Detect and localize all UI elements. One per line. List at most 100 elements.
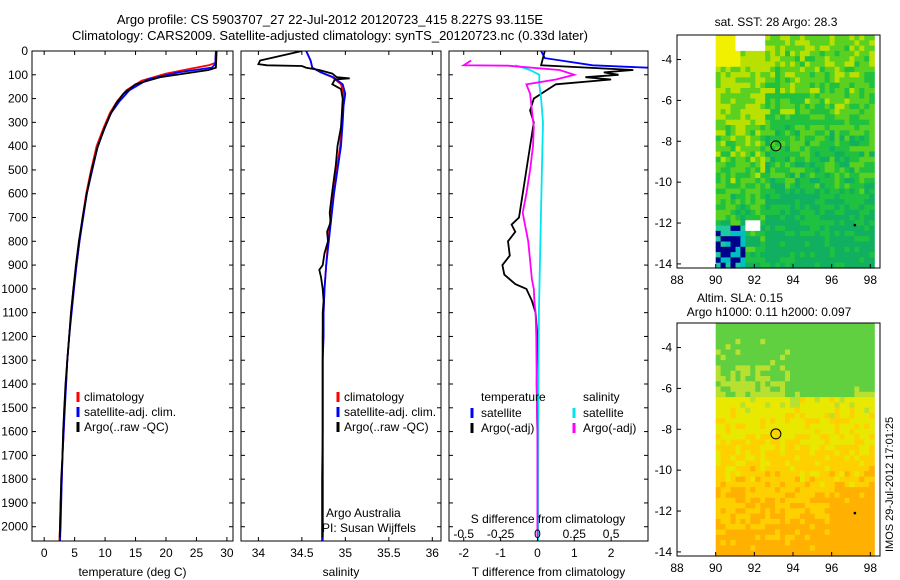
profile-panel-3: -2 -1 0 1 2 T difference from climatology	[448, 50, 649, 579]
y-tick-label: 1500	[1, 401, 28, 415]
map-subtitle: Argo h1000: 0.11 h2000: 0.097	[687, 305, 852, 319]
x-tick-label: 30	[220, 546, 234, 560]
figure-subtitle: Climatology: CARS2009. Satellite-adjuste…	[72, 28, 588, 43]
legend-label: climatology	[84, 390, 144, 404]
series-line-2	[59, 51, 217, 541]
x-tick-label: 36	[426, 546, 440, 560]
legend-header: temperature	[481, 390, 546, 404]
y-tick-label: -4	[661, 53, 672, 67]
secondary-tick-label: 0	[534, 527, 541, 541]
legend-label: Argo(..raw -QC)	[344, 420, 429, 434]
y-tick-label: 1800	[1, 472, 28, 486]
x-tick-label: 0	[534, 546, 541, 560]
y-tick-label: -4	[661, 341, 672, 355]
map-frame	[676, 34, 881, 269]
map-field	[715, 323, 875, 557]
profile-panel-2: 34 34.5 35 35.5 36 salinity	[240, 50, 442, 579]
secondary-tick-label: -0.25	[487, 527, 515, 541]
x-tick-label: 90	[709, 561, 723, 575]
secondary-tick-label: 0.5	[603, 527, 620, 541]
y-tick-label: 1300	[1, 353, 28, 367]
y-tick-label: -14	[655, 257, 673, 271]
legend-label: satellite-adj. clim.	[344, 405, 436, 419]
x-tick-label: 90	[709, 273, 723, 287]
x-axis-label: T difference from climatology	[472, 565, 626, 579]
y-tick-label: 1600	[1, 425, 28, 439]
y-tick-label: 1000	[1, 282, 28, 296]
map-title: sat. SST: 28 Argo: 28.3	[715, 15, 838, 29]
x-tick-label: -2	[458, 546, 469, 560]
plot-frame	[240, 50, 442, 542]
y-tick-label: -12	[655, 216, 673, 230]
y-tick-label: -14	[655, 545, 673, 559]
x-tick-label: 5	[71, 546, 78, 560]
x-tick-label: 94	[786, 273, 800, 287]
series-line-2	[501, 51, 634, 538]
x-tick-label: 0	[41, 546, 48, 560]
x-tick-label: 88	[670, 561, 684, 575]
y-tick-label: 700	[8, 211, 28, 225]
float-position-marker	[770, 140, 782, 152]
y-tick-label: 300	[8, 115, 28, 129]
map-panel-1: 88 90 92 94 96 98 -4 -6 -8 -10 -12 -14	[655, 34, 881, 287]
series-line-4	[460, 59, 578, 538]
secondary-tick-label: -0.5	[453, 527, 474, 541]
x-tick-label: 34.5	[290, 546, 314, 560]
x-tick-label: 96	[825, 273, 839, 287]
point-marker	[853, 223, 857, 227]
x-tick-label: 92	[748, 561, 762, 575]
x-tick-label: 92	[748, 273, 762, 287]
legend-header: salinity	[583, 390, 620, 404]
map-panel-2: 88 90 92 94 96 98 -4 -6 -8 -10 -12 -14	[655, 322, 881, 575]
y-tick-label: -6	[661, 381, 672, 395]
series-line-1	[540, 51, 648, 69]
x-axis-label: salinity	[323, 565, 360, 579]
y-tick-label: 500	[8, 163, 28, 177]
annotation-text: PI: Susan Wijffels	[322, 521, 416, 535]
y-tick-label: 800	[8, 234, 28, 248]
figure-title: Argo profile: CS 5903707_27 22-Jul-2012 …	[116, 12, 544, 27]
x-tick-label: 15	[129, 546, 143, 560]
y-tick-label: -10	[655, 463, 673, 477]
y-tick-label: 900	[8, 258, 28, 272]
x-tick-label: -1	[495, 546, 506, 560]
legend-label: Argo(..raw -QC)	[84, 420, 169, 434]
x-tick-label: 1	[571, 546, 578, 560]
y-tick-label: 600	[8, 187, 28, 201]
x-tick-label: 10	[98, 546, 112, 560]
y-tick-label: 1100	[2, 306, 28, 320]
plot-frame	[448, 50, 649, 542]
x-tick-label: 35	[339, 546, 353, 560]
map-title: Altim. SLA: 0.15	[697, 291, 783, 305]
x-tick-label: 25	[190, 546, 204, 560]
x-tick-label: 34	[252, 546, 266, 560]
y-tick-label: -6	[661, 93, 672, 107]
series-line-2	[305, 51, 347, 541]
timestamp-stamp: IMOS 29-Jul-2012 17:01:25	[884, 417, 896, 552]
float-position-marker	[770, 428, 782, 440]
x-tick-label: 96	[825, 561, 839, 575]
y-tick-label: 1700	[1, 448, 28, 462]
y-tick-label: 100	[8, 68, 28, 82]
point-marker	[853, 511, 857, 515]
secondary-tick-label: 0.25	[563, 527, 587, 541]
map-field	[715, 35, 875, 269]
y-tick-label: -8	[661, 422, 672, 436]
legend-label: satellite-adj. clim.	[84, 405, 176, 419]
x-tick-label: 98	[864, 561, 878, 575]
annotation-text: Argo Australia	[326, 506, 401, 520]
legend-label: Argo(-adj)	[481, 421, 534, 435]
series-line-3	[58, 51, 218, 538]
x-tick-label: 2	[608, 546, 615, 560]
map-frame	[676, 322, 881, 557]
y-tick-label: -12	[655, 504, 673, 518]
x-tick-label: 35.5	[377, 546, 401, 560]
secondary-axis-label: S difference from climatology	[471, 512, 626, 526]
x-tick-label: 88	[670, 273, 684, 287]
x-tick-label: 20	[159, 546, 173, 560]
legend-label: satellite	[583, 406, 624, 420]
y-tick-label: 1200	[1, 329, 28, 343]
legend-label: satellite	[481, 406, 522, 420]
legend-label: Argo(-adj)	[583, 421, 636, 435]
legend-label: climatology	[344, 390, 404, 404]
